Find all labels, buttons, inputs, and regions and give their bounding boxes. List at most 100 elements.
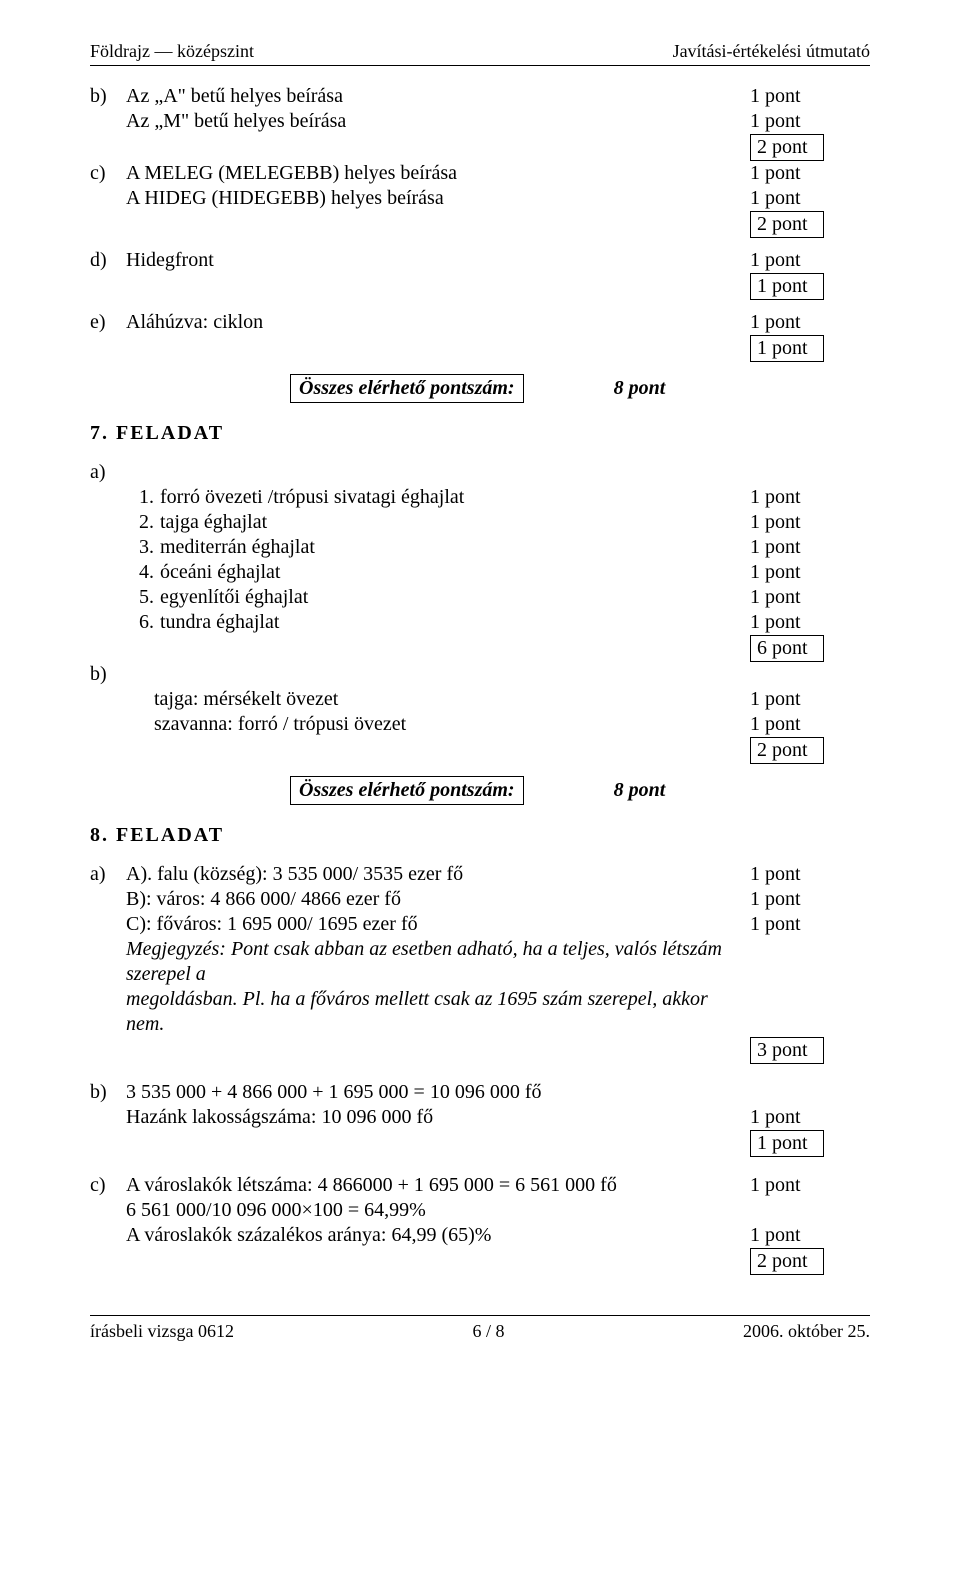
task7-a-text1: forró övezeti /trópusi sivatagi éghajlat [160, 485, 750, 510]
task8-b-box-row: 1 pont [90, 1130, 870, 1157]
task8-a-note2: megoldásban. Pl. ha a főváros mellett cs… [90, 987, 870, 1037]
footer-right: 2006. október 25. [743, 1320, 870, 1343]
item-c-text1: A MELEG (MELEGEBB) helyes beírása [126, 161, 750, 186]
task7-b-text2: szavanna: forró / trópusi övezet [126, 712, 750, 737]
footer-left: írásbeli vizsga 0612 [90, 1320, 234, 1343]
task7-a-pts3: 1 pont [750, 535, 870, 560]
task7-b-box: 2 pont [750, 737, 824, 764]
task8-a-note2-text: megoldásban. Pl. ha a főváros mellett cs… [126, 987, 750, 1037]
label-e: e) [90, 310, 126, 335]
task7-a-item5: 5. egyenlítői éghajlat 1 pont [90, 585, 870, 610]
item-b-text1: Az „A" betű helyes beírása [126, 84, 750, 109]
task8-a-ptsC: 1 pont [750, 912, 870, 937]
total-row-1: Összes elérhető pontszám: 8 pont [90, 374, 870, 403]
task7-a-text3: mediterrán éghajlat [160, 535, 750, 560]
task8-c-text3: A városlakók százalékos aránya: 64,99 (6… [126, 1223, 750, 1248]
task8-a-textC: C): főváros: 1 695 000/ 1695 ezer fő [126, 912, 750, 937]
item-d-pts1: 1 pont [750, 248, 870, 273]
label-7a: a) [90, 460, 126, 485]
item-e-box-row: 1 pont [90, 335, 870, 362]
task7-a-text6: tundra éghajlat [160, 610, 750, 635]
task7-a-pts6: 1 pont [750, 610, 870, 635]
task7-a-num6: 6. [126, 610, 160, 635]
task8-b-box: 1 pont [750, 1130, 824, 1157]
task8-c-text1: A városlakók létszáma: 4 866000 + 1 695 … [126, 1173, 750, 1198]
task7-a-label: a) [90, 460, 870, 485]
item-b-line2: Az „M" betű helyes beírása 1 pont [90, 109, 870, 134]
item-c-box: 2 pont [750, 211, 824, 238]
task8-a-note1-text: Megjegyzés: Pont csak abban az esetben a… [126, 937, 750, 987]
page-footer: írásbeli vizsga 0612 6 / 8 2006. október… [90, 1320, 870, 1343]
label-d: d) [90, 248, 126, 273]
item-d-box: 1 pont [750, 273, 824, 300]
task8-a-textA: A). falu (község): 3 535 000/ 3535 ezer … [126, 862, 750, 887]
item-e-pts1: 1 pont [750, 310, 870, 335]
label-8b: b) [90, 1080, 126, 1105]
task8-c-line1: c) A városlakók létszáma: 4 866000 + 1 6… [90, 1173, 870, 1198]
task8-c-box-row: 2 pont [90, 1248, 870, 1275]
task7-a-text4: óceáni éghajlat [160, 560, 750, 585]
task7-a-num5: 5. [126, 585, 160, 610]
item-b-pts2: 1 pont [750, 109, 870, 134]
footer-center: 6 / 8 [472, 1320, 504, 1343]
task7-a-item4: 4. óceáni éghajlat 1 pont [90, 560, 870, 585]
total-row-2: Összes elérhető pontszám: 8 pont [90, 776, 870, 805]
item-b-pts1: 1 pont [750, 84, 870, 109]
item-d-text1: Hidegfront [126, 248, 750, 273]
item-c-box-row: 2 pont [90, 211, 870, 238]
task8-b-text1: 3 535 000 + 4 866 000 + 1 695 000 = 10 0… [126, 1080, 750, 1105]
total-value-1: 8 pont [614, 376, 666, 401]
task8-c-text2: 6 561 000/10 096 000×100 = 64,99% [126, 1198, 750, 1223]
item-b-text2: Az „M" betű helyes beírása [126, 109, 750, 134]
task7-a-box: 6 pont [750, 635, 824, 662]
page-header: Földrajz — középszint Javítási-értékelés… [90, 40, 870, 66]
page: Földrajz — középszint Javítási-értékelés… [0, 0, 960, 1577]
task8-c-pts3: 1 pont [750, 1223, 870, 1248]
task7-a-pts5: 1 pont [750, 585, 870, 610]
task7-a-num1: 1. [126, 485, 160, 510]
item-b-box-row: 2 pont [90, 134, 870, 161]
task8-b-line1: b) 3 535 000 + 4 866 000 + 1 695 000 = 1… [90, 1080, 870, 1105]
header-left: Földrajz — középszint [90, 40, 254, 63]
total-value-2: 8 pont [614, 778, 666, 803]
item-c-pts1: 1 pont [750, 161, 870, 186]
task8-a-lineB: B): város: 4 866 000/ 4866 ezer fő 1 pon… [90, 887, 870, 912]
total-label-2: Összes elérhető pontszám: [290, 776, 524, 805]
task8-a-box: 3 pont [750, 1037, 824, 1064]
task8-a-box-row: 3 pont [90, 1037, 870, 1064]
label-c: c) [90, 161, 126, 186]
task8-c-line2: 6 561 000/10 096 000×100 = 64,99% [90, 1198, 870, 1223]
header-right: Javítási-értékelési útmutató [673, 40, 870, 63]
task8-a-ptsA: 1 pont [750, 862, 870, 887]
item-e-box: 1 pont [750, 335, 824, 362]
item-c-line1: c) A MELEG (MELEGEBB) helyes beírása 1 p… [90, 161, 870, 186]
task7-a-item1: 1. forró övezeti /trópusi sivatagi éghaj… [90, 485, 870, 510]
task8-heading: 8. FELADAT [90, 823, 870, 848]
task8-c-line3: A városlakók százalékos aránya: 64,99 (6… [90, 1223, 870, 1248]
item-b-line1: b) Az „A" betű helyes beírása 1 pont [90, 84, 870, 109]
task7-a-num2: 2. [126, 510, 160, 535]
task7-a-num3: 3. [126, 535, 160, 560]
task8-a-lineC: C): főváros: 1 695 000/ 1695 ezer fő 1 p… [90, 912, 870, 937]
task7-b-box-row: 2 pont [90, 737, 870, 764]
task8-b-pts2: 1 pont [750, 1105, 870, 1130]
total-label-1: Összes elérhető pontszám: [290, 374, 524, 403]
task7-a-text2: tajga éghajlat [160, 510, 750, 535]
item-c-line2: A HIDEG (HIDEGEBB) helyes beírása 1 pont [90, 186, 870, 211]
task7-heading: 7. FELADAT [90, 421, 870, 446]
label-8c: c) [90, 1173, 126, 1198]
task7-b-line2: szavanna: forró / trópusi övezet 1 pont [90, 712, 870, 737]
task7-b-pts2: 1 pont [750, 712, 870, 737]
item-e-line1: e) Aláhúzva: ciklon 1 pont [90, 310, 870, 335]
task8-a-note1: Megjegyzés: Pont csak abban az esetben a… [90, 937, 870, 987]
item-e-text1: Aláhúzva: ciklon [126, 310, 750, 335]
task7-a-text5: egyenlítői éghajlat [160, 585, 750, 610]
task7-a-item2: 2. tajga éghajlat 1 pont [90, 510, 870, 535]
item-b-box: 2 pont [750, 134, 824, 161]
task8-a-lineA: a) A). falu (község): 3 535 000/ 3535 ez… [90, 862, 870, 887]
label-b: b) [90, 84, 126, 109]
task7-a-item6: 6. tundra éghajlat 1 pont [90, 610, 870, 635]
task8-a-textB: B): város: 4 866 000/ 4866 ezer fő [126, 887, 750, 912]
task7-a-pts4: 1 pont [750, 560, 870, 585]
task7-b-label: b) [90, 662, 870, 687]
